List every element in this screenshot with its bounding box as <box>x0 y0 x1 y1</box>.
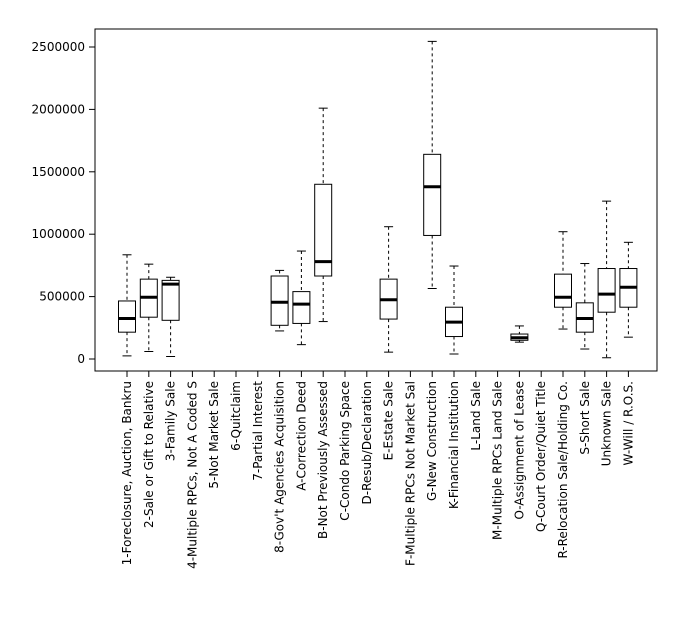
x-tick-label: 3-Family Sale <box>164 381 178 461</box>
x-tick-label: M-Multiple RPCs Land Sale <box>491 381 505 540</box>
x-tick-label: 7-Partial Interest <box>251 381 265 481</box>
x-tick-label: G-New Construction <box>425 381 439 501</box>
y-tick-label: 500000 <box>39 290 85 304</box>
box-15 <box>445 265 463 355</box>
box-12 <box>379 226 398 353</box>
x-tick-label: Q-Court Order/Quiet Title <box>534 381 548 532</box>
y-tick-label: 2500000 <box>32 40 85 54</box>
interquartile-box <box>554 273 572 308</box>
y-tick-label: 1500000 <box>32 165 85 179</box>
x-tick-label: K-Financial Institution <box>447 381 461 509</box>
x-tick-label: 5-Not Market Sale <box>207 381 221 489</box>
interquartile-box <box>597 268 616 313</box>
interquartile-box <box>292 291 311 324</box>
box-22 <box>597 200 616 359</box>
box-20 <box>554 231 572 330</box>
box-18 <box>510 325 529 343</box>
x-tick-label: 6-Quitclaim <box>229 381 243 451</box>
x-tick-label: A-Correction Deed <box>294 381 308 491</box>
box-23 <box>619 241 638 338</box>
x-tick-label: 4-Multiple RPCs, Not A Coded S <box>185 381 199 569</box>
interquartile-box <box>314 183 333 277</box>
box-7 <box>270 269 289 332</box>
x-tick-label: W-Will / R.O.S. <box>621 381 635 465</box>
y-axis-ticks: 0 500000 1000000 1500000 2000000 2500000 <box>32 40 95 366</box>
box-1 <box>139 263 158 353</box>
box-14 <box>423 40 442 289</box>
y-tick-label: 0 <box>77 352 85 366</box>
x-tick-label: L-Land Sale <box>469 381 483 451</box>
interquartile-box <box>161 279 180 321</box>
x-tick-label: S-Short Sale <box>578 381 592 455</box>
box-0 <box>118 254 136 357</box>
x-tick-label: 8-Gov't Agencies Acquisition <box>273 381 287 553</box>
box-8 <box>292 250 311 346</box>
x-tick-label: C-Condo Parking Space <box>338 381 352 521</box>
x-tick-label: O-Assignment of Lease <box>512 381 526 520</box>
box-2 <box>161 276 180 358</box>
x-tick-label: 2-Sale or Gift to Relative <box>142 381 156 528</box>
interquartile-box <box>423 153 442 236</box>
box-9 <box>314 107 333 323</box>
interquartile-box <box>270 275 289 326</box>
x-tick-label: D-Resub/Declaration <box>360 381 374 504</box>
x-tick-label: B-Not Previously Assessed <box>316 381 330 539</box>
x-tick-label: R-Relocation Sale/Holding Co. <box>556 381 570 559</box>
y-tick-label: 2000000 <box>32 102 85 116</box>
box-21 <box>575 263 594 350</box>
interquartile-box <box>118 300 136 333</box>
x-axis-ticks: 1-Foreclosure, Auction, Bankru 2-Sale or … <box>120 371 635 569</box>
x-tick-label: 1-Foreclosure, Auction, Bankru <box>120 381 134 565</box>
x-tick-label: E-Estate Sale <box>382 381 396 460</box>
x-tick-label: F-Multiple RPCs Not Market Sal <box>403 381 417 566</box>
y-tick-label: 1000000 <box>32 227 85 241</box>
box-series <box>118 40 638 359</box>
x-tick-label: Unknown Sale <box>600 381 614 466</box>
